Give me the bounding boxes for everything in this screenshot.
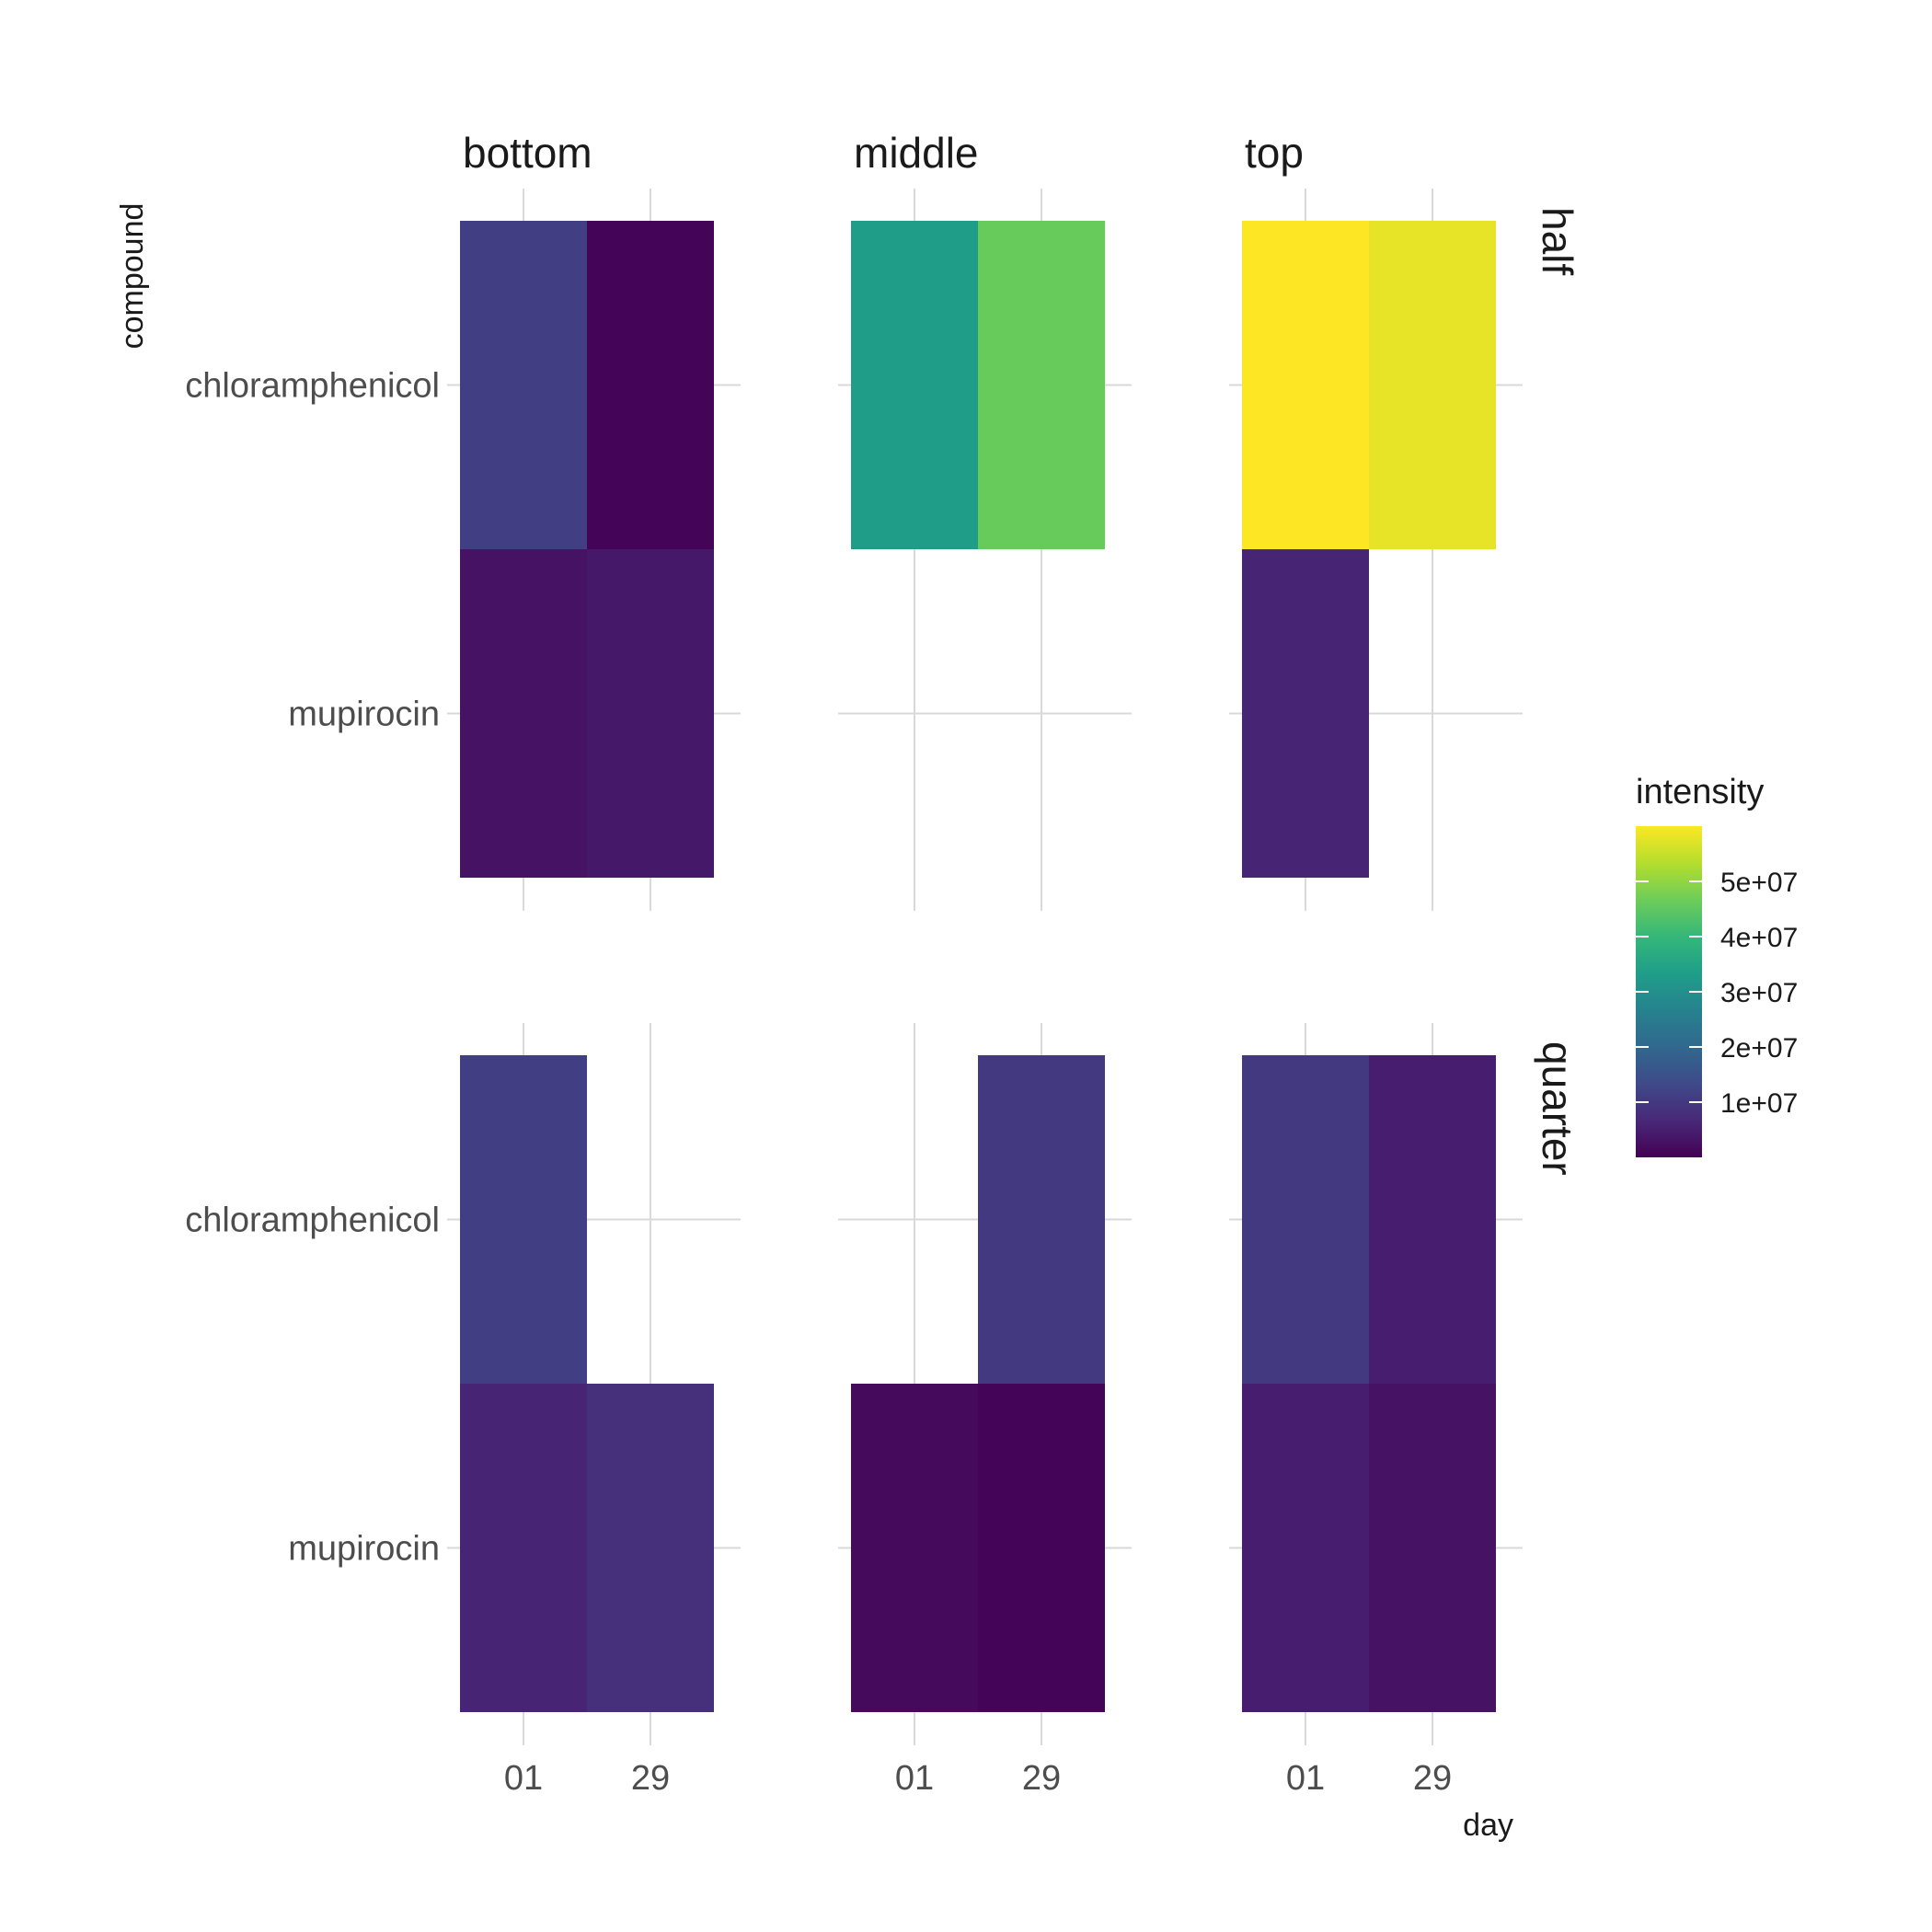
x-tick-29-bottom: 29 (631, 1759, 670, 1798)
legend-label-5e-07: 5e+07 (1720, 868, 1798, 898)
strip-row-quarter: quarter (1534, 1041, 1581, 1176)
x-tick-01-middle: 01 (895, 1759, 934, 1798)
tile-half-bottom-29-chloramphenicol (587, 221, 714, 549)
tile-half-bottom-01-chloramphenicol (460, 221, 587, 549)
y-tick-chloramphenicol-quarter: chloramphenicol (185, 1202, 440, 1240)
tile-quarter-middle-29-mupirocin (978, 1384, 1105, 1712)
tile-half-top-01-chloramphenicol (1242, 221, 1369, 549)
tile-half-top-29-chloramphenicol (1369, 221, 1496, 549)
panel-quarter-middle: 01 29 (838, 1023, 1132, 1798)
y-axis-title: compound (115, 203, 150, 350)
legend-label-4e-07: 4e+07 (1720, 923, 1798, 953)
y-tick-chloramphenicol-half: chloramphenicol (185, 367, 440, 406)
tile-half-middle-29-chloramphenicol (978, 221, 1105, 549)
x-axis-title: day (1463, 1808, 1513, 1843)
legend-title: intensity (1636, 773, 1764, 811)
legend-label-1e-07: 1e+07 (1720, 1088, 1798, 1119)
tile-half-bottom-01-mupirocin (460, 549, 587, 878)
strip-col-middle: middle (854, 129, 979, 177)
x-tick-01-bottom: 01 (504, 1759, 543, 1798)
panel-quarter-top: quarter 01 29 (1229, 1023, 1581, 1798)
legend-label-3e-07: 3e+07 (1720, 978, 1798, 1008)
y-tick-mupirocin-half: mupirocin (288, 696, 440, 734)
strip-row-half: half (1534, 207, 1581, 275)
panel-half-top: top half (1229, 129, 1581, 911)
tile-quarter-top-29-chloramphenicol (1369, 1055, 1496, 1384)
tile-quarter-top-29-mupirocin (1369, 1384, 1496, 1712)
strip-col-bottom: bottom (463, 129, 592, 177)
tile-quarter-bottom-29-mupirocin (587, 1384, 714, 1712)
tile-quarter-bottom-01-mupirocin (460, 1384, 587, 1712)
legend-label-2e-07: 2e+07 (1720, 1033, 1798, 1064)
y-tick-mupirocin-quarter: mupirocin (288, 1530, 440, 1569)
tile-quarter-middle-01-mupirocin (851, 1384, 978, 1712)
tile-quarter-top-01-mupirocin (1242, 1384, 1369, 1712)
legend: intensity 1e+07 2e+07 3e+07 4e+07 5e+07 (1636, 773, 1798, 1157)
tile-half-bottom-29-mupirocin (587, 549, 714, 878)
x-tick-29-top: 29 (1413, 1759, 1452, 1798)
strip-col-top: top (1245, 129, 1304, 177)
panel-half-bottom: bottom chloramphenicol mupirocin (185, 129, 741, 911)
panel-half-middle: middle (838, 129, 1132, 911)
tile-quarter-bottom-01-chloramphenicol (460, 1055, 587, 1384)
tile-quarter-middle-29-chloramphenicol (978, 1055, 1105, 1384)
tile-half-middle-01-chloramphenicol (851, 221, 978, 549)
tile-quarter-top-01-chloramphenicol (1242, 1055, 1369, 1384)
x-tick-01-top: 01 (1286, 1759, 1325, 1798)
x-tick-29-middle: 29 (1022, 1759, 1061, 1798)
tile-half-top-01-mupirocin (1242, 549, 1369, 878)
panel-quarter-bottom: chloramphenicol mupirocin 01 29 (185, 1023, 741, 1798)
